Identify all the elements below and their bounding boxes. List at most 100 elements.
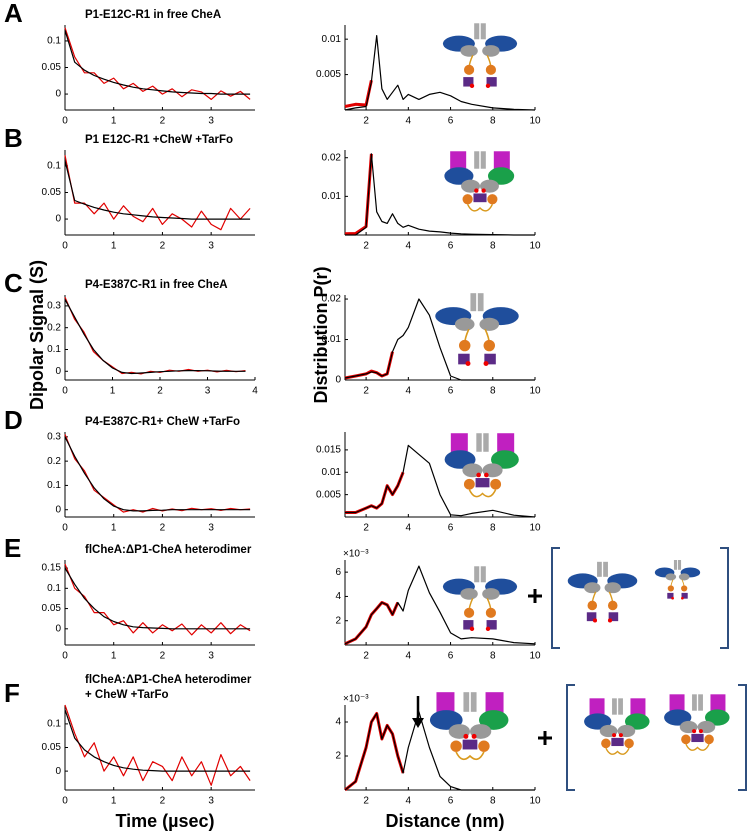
panel-letter: F — [4, 678, 20, 708]
x-tick-label: 4 — [406, 241, 412, 252]
x-tick-label: 6 — [448, 116, 454, 127]
y-axis-label: Dipolar Signal (S) — [27, 260, 47, 410]
axis-note: ×10⁻³ — [343, 694, 369, 705]
y-tick-label: 2 — [335, 615, 341, 626]
data-line — [344, 565, 536, 645]
y-tick-label: 0.05 — [42, 62, 62, 73]
x-tick-label: 10 — [529, 523, 541, 534]
x-tick-label: 10 — [529, 386, 541, 397]
x-tick-label: 6 — [448, 523, 454, 534]
data-line — [64, 434, 251, 513]
data-line — [64, 160, 251, 220]
data-line — [64, 155, 251, 231]
y-tick-label: 0.02 — [322, 152, 342, 163]
y-tick-label: 0.005 — [316, 489, 341, 500]
x-tick-label: 0 — [62, 651, 68, 662]
data-line — [64, 30, 251, 95]
y-tick-label: 0.05 — [42, 187, 62, 198]
x-tick-label: 8 — [490, 523, 496, 534]
y-tick-label: 0.1 — [47, 583, 61, 594]
x-tick-label: 10 — [529, 116, 541, 127]
y-tick-label: 4 — [335, 591, 341, 602]
x-tick-label: 4 — [406, 116, 412, 127]
y-tick-label: 0.02 — [322, 294, 342, 305]
y-tick-label: 0.05 — [42, 742, 62, 753]
chart-title: P1 E12C-R1 +CheW +TarFo — [85, 134, 233, 146]
panel-letter: D — [4, 405, 23, 435]
data-line — [64, 296, 246, 375]
y-tick-label: 0.01 — [322, 334, 342, 345]
x-tick-label: 1 — [111, 651, 117, 662]
chart-title: P4-E387C-R1 in free CheA — [85, 279, 228, 291]
chart-title: P4-E387C-R1+ CheW +TarFo — [85, 416, 240, 428]
x-tick-label: 3 — [208, 651, 214, 662]
x-tick-label: 3 — [208, 241, 214, 252]
y-tick-label: 0 — [335, 375, 341, 386]
x-tick-label: 8 — [490, 796, 496, 807]
data-line — [64, 567, 251, 630]
x-tick-label: 8 — [490, 116, 496, 127]
y-tick-label: 0 — [55, 214, 61, 225]
data-line — [345, 444, 536, 518]
y-tick-label: 0.005 — [316, 69, 341, 80]
x-tick-label: 3 — [208, 796, 214, 807]
x-tick-label: 1 — [110, 386, 116, 397]
x-tick-label: 10 — [529, 651, 541, 662]
y-tick-label: 0.01 — [322, 34, 342, 45]
x-tick-label: 8 — [490, 651, 496, 662]
chart-title: P1-E12C-R1 in free CheA — [85, 9, 221, 21]
y-tick-label: 0.01 — [322, 467, 342, 478]
x-tick-label: 1 — [111, 523, 117, 534]
data-line — [344, 153, 373, 236]
x-tick-label: 0 — [62, 241, 68, 252]
y-tick-label: 2 — [335, 751, 341, 762]
x-tick-label: 2 — [363, 241, 369, 252]
x-tick-label: 0 — [62, 386, 68, 397]
y-tick-label: 6 — [335, 567, 341, 578]
x-tick-label: 4 — [252, 386, 258, 397]
y-tick-label: 0.1 — [47, 719, 61, 730]
x-tick-label: 3 — [208, 116, 214, 127]
x-tick-label: 3 — [205, 386, 211, 397]
x-tick-label: 6 — [448, 651, 454, 662]
x-tick-label: 2 — [160, 116, 166, 127]
y-tick-label: 0.1 — [47, 480, 61, 491]
y-tick-label: 0.1 — [47, 161, 61, 172]
x-tick-label: 8 — [490, 386, 496, 397]
x-tick-label: 2 — [363, 523, 369, 534]
x-tick-label: 0 — [62, 796, 68, 807]
x-tick-label: 2 — [363, 796, 369, 807]
x-tick-label: 2 — [160, 241, 166, 252]
x-tick-label: 2 — [157, 386, 163, 397]
data-line — [64, 709, 251, 772]
x-tick-label: 2 — [160, 796, 166, 807]
x-tick-label: 1 — [111, 796, 117, 807]
x-tick-label: 2 — [160, 523, 166, 534]
data-line — [64, 299, 246, 375]
chart-title: flCheA:ΔP1-CheA heterodimer — [85, 674, 252, 686]
y-tick-label: 0.15 — [42, 563, 62, 574]
x-tick-label: 4 — [406, 523, 412, 534]
x-tick-label: 2 — [363, 386, 369, 397]
x-axis-label: Time (µsec) — [115, 811, 214, 831]
x-tick-label: 6 — [448, 241, 454, 252]
y-tick-label: 0.05 — [42, 603, 62, 614]
y-tick-label: 0.015 — [316, 445, 341, 456]
x-tick-label: 4 — [406, 386, 412, 397]
chart-subtitle: + CheW +TarFo — [85, 689, 169, 701]
y-tick-label: 0 — [55, 623, 61, 634]
x-tick-label: 4 — [406, 796, 412, 807]
data-line — [344, 711, 535, 791]
x-tick-label: 0 — [62, 116, 68, 127]
x-axis-label: Distance (nm) — [385, 811, 504, 831]
x-tick-label: 2 — [363, 116, 369, 127]
x-tick-label: 10 — [529, 241, 541, 252]
data-line — [344, 35, 536, 111]
y-tick-label: 0.01 — [322, 191, 342, 202]
x-tick-label: 8 — [490, 241, 496, 252]
chart-title: flCheA:ΔP1-CheA heterodimer — [85, 544, 252, 556]
x-tick-label: 6 — [448, 796, 454, 807]
panel-letter: E — [4, 533, 21, 563]
data-line — [344, 298, 535, 381]
y-tick-label: 0 — [55, 766, 61, 777]
